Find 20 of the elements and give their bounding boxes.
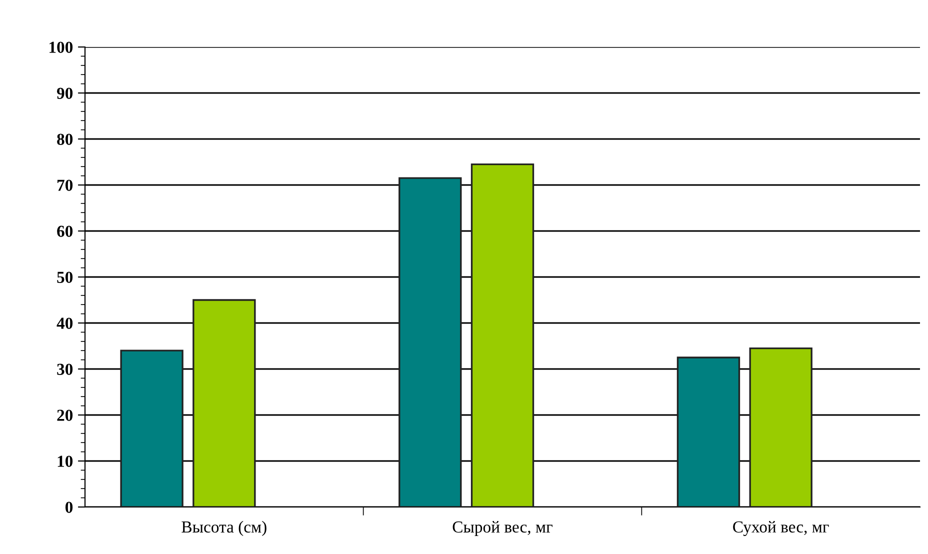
bar: [120, 350, 184, 507]
y-tick-label: 50: [57, 272, 73, 283]
y-tick-label: 90: [56, 88, 73, 99]
y-tick-label: 100: [50, 42, 73, 53]
bar: [192, 299, 256, 507]
x-tick-label: Сухой вес, мг: [733, 521, 829, 536]
y-tick-label: 70: [57, 180, 73, 191]
y-tick-label: 30: [57, 364, 73, 375]
x-tick-label: Сырой вес, мг: [452, 521, 552, 536]
y-tick-label: 10: [58, 456, 73, 467]
bar: [470, 163, 534, 507]
bar: [398, 177, 462, 507]
y-tick-label: 0: [65, 502, 73, 513]
y-tick-label: 40: [56, 318, 73, 329]
y-tick-label: 80: [57, 134, 73, 145]
x-tick-label: Высота (см): [182, 520, 266, 536]
bar: [749, 347, 812, 507]
y-tick-label: 60: [57, 226, 73, 237]
bar: [676, 356, 740, 507]
y-tick-label: 20: [57, 410, 73, 421]
